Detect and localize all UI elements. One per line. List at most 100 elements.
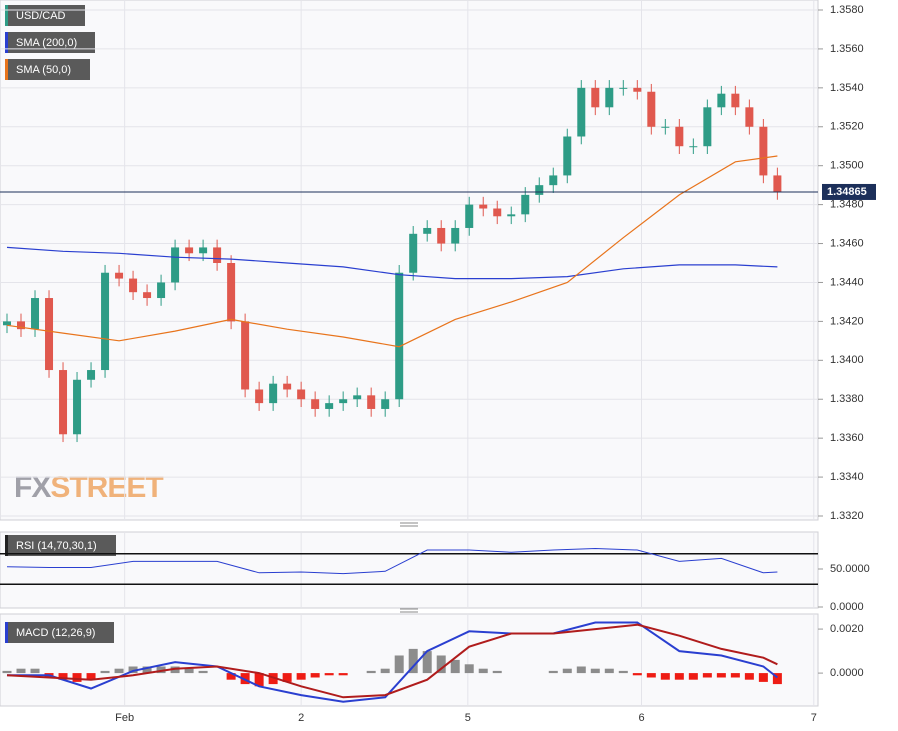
candle-body xyxy=(661,126,670,128)
macd-line xyxy=(7,621,779,703)
histogram-bar xyxy=(548,670,558,674)
candle-body xyxy=(633,87,642,92)
histogram-bar xyxy=(58,673,68,680)
candle-body xyxy=(647,91,656,127)
sma-line xyxy=(6,155,778,348)
legend-swatch xyxy=(5,59,8,80)
legend-swatch xyxy=(5,622,8,643)
histogram-bar xyxy=(590,668,600,674)
histogram-bar xyxy=(772,673,782,685)
y-tick-label: 1.3380 xyxy=(830,393,864,405)
candle-body xyxy=(213,247,222,263)
candle-body xyxy=(619,87,628,89)
rsi-panel xyxy=(0,531,819,609)
candle-body xyxy=(591,87,600,108)
y-tick-label: 1.3440 xyxy=(830,276,864,288)
candle-body xyxy=(269,383,278,404)
legend-label: SMA (50,0) xyxy=(16,64,71,76)
candle-body xyxy=(143,292,152,299)
histogram-bar xyxy=(758,673,768,682)
histogram-bar xyxy=(394,655,404,674)
candle-body xyxy=(437,227,446,244)
candle-body xyxy=(717,93,726,108)
histogram-bar xyxy=(338,673,348,676)
legend-box xyxy=(5,622,114,643)
y-tick-label: 1.3500 xyxy=(830,160,864,172)
candle-body xyxy=(17,321,26,330)
histogram-bar xyxy=(562,668,572,674)
y-tick-label: 1.3400 xyxy=(830,354,864,366)
legend-main: USD/CAD SMA (200,0) SMA (50,0) RSI (14,7… xyxy=(5,5,116,643)
candle-body xyxy=(535,185,544,195)
marks xyxy=(0,80,818,703)
histogram-bar xyxy=(324,673,334,676)
histogram-bar xyxy=(184,668,194,674)
histogram-bar xyxy=(142,666,152,674)
y-tick-label: 1.3480 xyxy=(830,199,864,211)
y-tick-label: 1.3340 xyxy=(830,471,864,483)
candle-body xyxy=(395,272,404,400)
histogram-bar xyxy=(436,655,446,674)
candle-body xyxy=(283,383,292,390)
candle-body xyxy=(297,389,306,400)
legend-box xyxy=(5,32,95,53)
histogram-bar xyxy=(716,673,726,678)
candle-body xyxy=(577,87,586,137)
candle-body xyxy=(605,87,614,108)
candle-body xyxy=(549,175,558,186)
candle-body xyxy=(703,107,712,147)
histogram-bar xyxy=(156,666,166,674)
y-tick-label: 50.0000 xyxy=(830,563,870,575)
rsi-line xyxy=(6,547,778,575)
histogram-bar xyxy=(464,664,474,674)
histogram-bar xyxy=(576,666,586,674)
histogram-bar xyxy=(380,668,390,674)
legend-swatch xyxy=(5,5,8,26)
candle-body xyxy=(409,233,418,273)
candle-body xyxy=(31,298,40,330)
histogram-bar xyxy=(198,670,208,674)
candle-body xyxy=(199,247,208,254)
candle-body xyxy=(479,204,488,209)
y-tick-label: 1.3360 xyxy=(830,432,864,444)
candle-body xyxy=(325,403,334,409)
legend-label: RSI (14,70,30,1) xyxy=(16,540,97,552)
candle-body xyxy=(689,146,698,148)
histogram-bar xyxy=(86,673,96,680)
histogram-bar xyxy=(254,673,264,687)
candle-body xyxy=(731,93,740,108)
x-tick-label: 6 xyxy=(638,712,644,724)
legend-box xyxy=(5,535,116,556)
candle-body xyxy=(115,272,124,279)
histogram-bar xyxy=(128,666,138,674)
watermark-fx: FX xyxy=(14,471,51,504)
last-price-box xyxy=(822,183,876,200)
histogram-bar xyxy=(422,651,432,674)
y-tick-label: 1.3560 xyxy=(830,43,864,55)
legend-label: SMA (200,0) xyxy=(16,37,77,49)
candle-body xyxy=(255,389,264,404)
histogram-bar xyxy=(618,670,628,674)
candle-body xyxy=(563,136,572,176)
histogram-bar xyxy=(366,670,376,674)
candle-body xyxy=(311,399,320,409)
histogram-bar xyxy=(170,666,180,674)
histogram-bar xyxy=(2,670,12,674)
last-price-label: 1.34865 xyxy=(827,186,867,198)
histogram-bar xyxy=(30,668,40,674)
candle-body xyxy=(129,278,138,293)
histogram-bar xyxy=(450,659,460,674)
watermark: FXSTREET xyxy=(14,471,163,504)
histogram-bar xyxy=(632,673,642,676)
candle-body xyxy=(367,395,376,409)
candle-body xyxy=(465,204,474,228)
y-tick-label: 1.3460 xyxy=(830,237,864,249)
histogram-bar xyxy=(744,673,754,680)
y-tick-label: 1.3420 xyxy=(830,315,864,327)
candle-body xyxy=(241,321,250,390)
candle-body xyxy=(45,298,54,371)
histogram-bar xyxy=(604,668,614,674)
resize-handle[interactable] xyxy=(400,522,418,613)
legend-label: MACD (12,26,9) xyxy=(16,627,95,639)
histogram-bar xyxy=(226,673,236,680)
